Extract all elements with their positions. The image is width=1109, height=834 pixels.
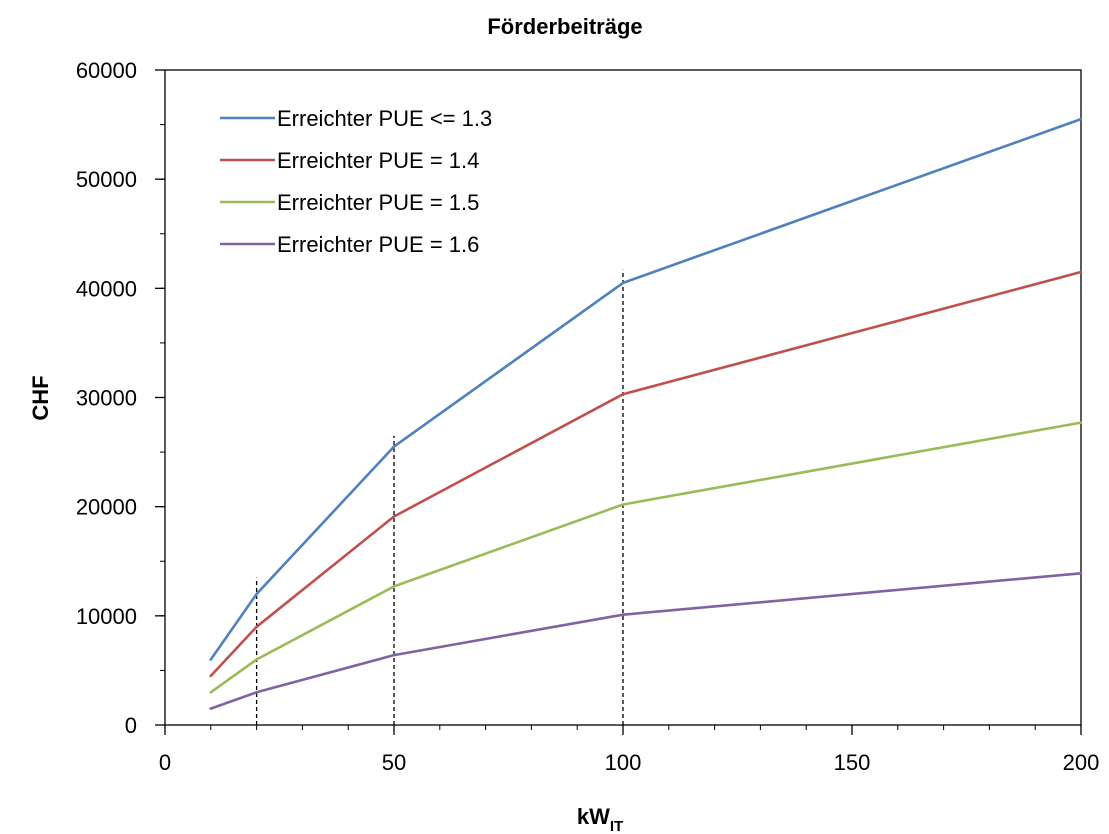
y-tick-label: 10000 <box>76 604 137 629</box>
y-tick-label: 40000 <box>76 276 137 301</box>
x-tick-label: 50 <box>382 750 406 775</box>
x-tick-label: 200 <box>1063 750 1100 775</box>
legend-label: Erreichter PUE = 1.5 <box>277 190 479 215</box>
legend-label: Erreichter PUE = 1.6 <box>277 232 479 257</box>
y-tick-label: 0 <box>125 713 137 738</box>
y-tick-label: 30000 <box>76 386 137 411</box>
x-tick-label: 0 <box>159 750 171 775</box>
chart-title: Förderbeiträge <box>487 14 642 39</box>
series-line <box>209 270 1083 678</box>
legend-label: Erreichter PUE = 1.4 <box>277 148 479 173</box>
series-line <box>209 117 1083 661</box>
legend-label: Erreichter PUE <= 1.3 <box>277 106 492 131</box>
reference-lines <box>255 269 624 725</box>
x-axis-title-subscript: IT <box>610 818 623 834</box>
x-axis-title-main: kW <box>577 804 610 829</box>
x-axis-title: kWIT <box>577 804 623 834</box>
series-line <box>209 421 1083 694</box>
y-tick-label: 60000 <box>76 58 137 83</box>
series-lines <box>209 117 1083 710</box>
y-tick-label: 50000 <box>76 167 137 192</box>
x-tick-label: 150 <box>834 750 871 775</box>
axes: 0 50 100 150 200 0 10000 20000 30000 40000 50000 60… <box>76 58 1100 775</box>
y-axis-title: CHF <box>28 375 53 420</box>
x-tick-label: 100 <box>605 750 642 775</box>
series-line <box>209 571 1083 710</box>
y-tick-label: 20000 <box>76 495 137 520</box>
legend: Erreichter PUE <= 1.3 Erreichter PUE = 1.… <box>220 106 492 257</box>
